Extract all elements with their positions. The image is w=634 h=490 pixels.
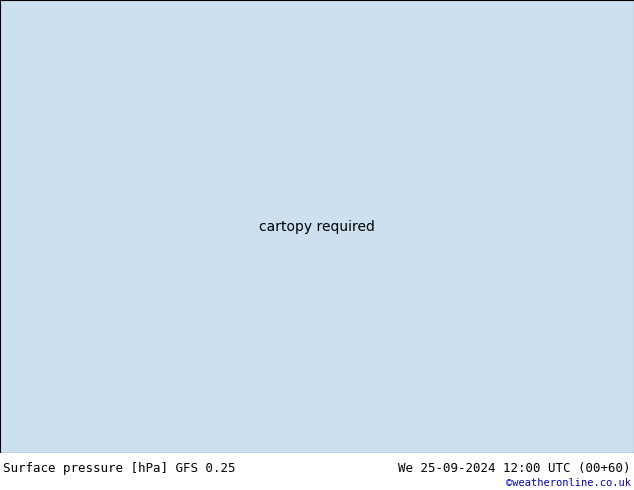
Text: ©weatheronline.co.uk: ©weatheronline.co.uk [506, 478, 631, 488]
Text: We 25-09-2024 12:00 UTC (00+60): We 25-09-2024 12:00 UTC (00+60) [398, 463, 631, 475]
Text: Surface pressure [hPa] GFS 0.25: Surface pressure [hPa] GFS 0.25 [3, 463, 236, 475]
Text: cartopy required: cartopy required [259, 220, 375, 234]
